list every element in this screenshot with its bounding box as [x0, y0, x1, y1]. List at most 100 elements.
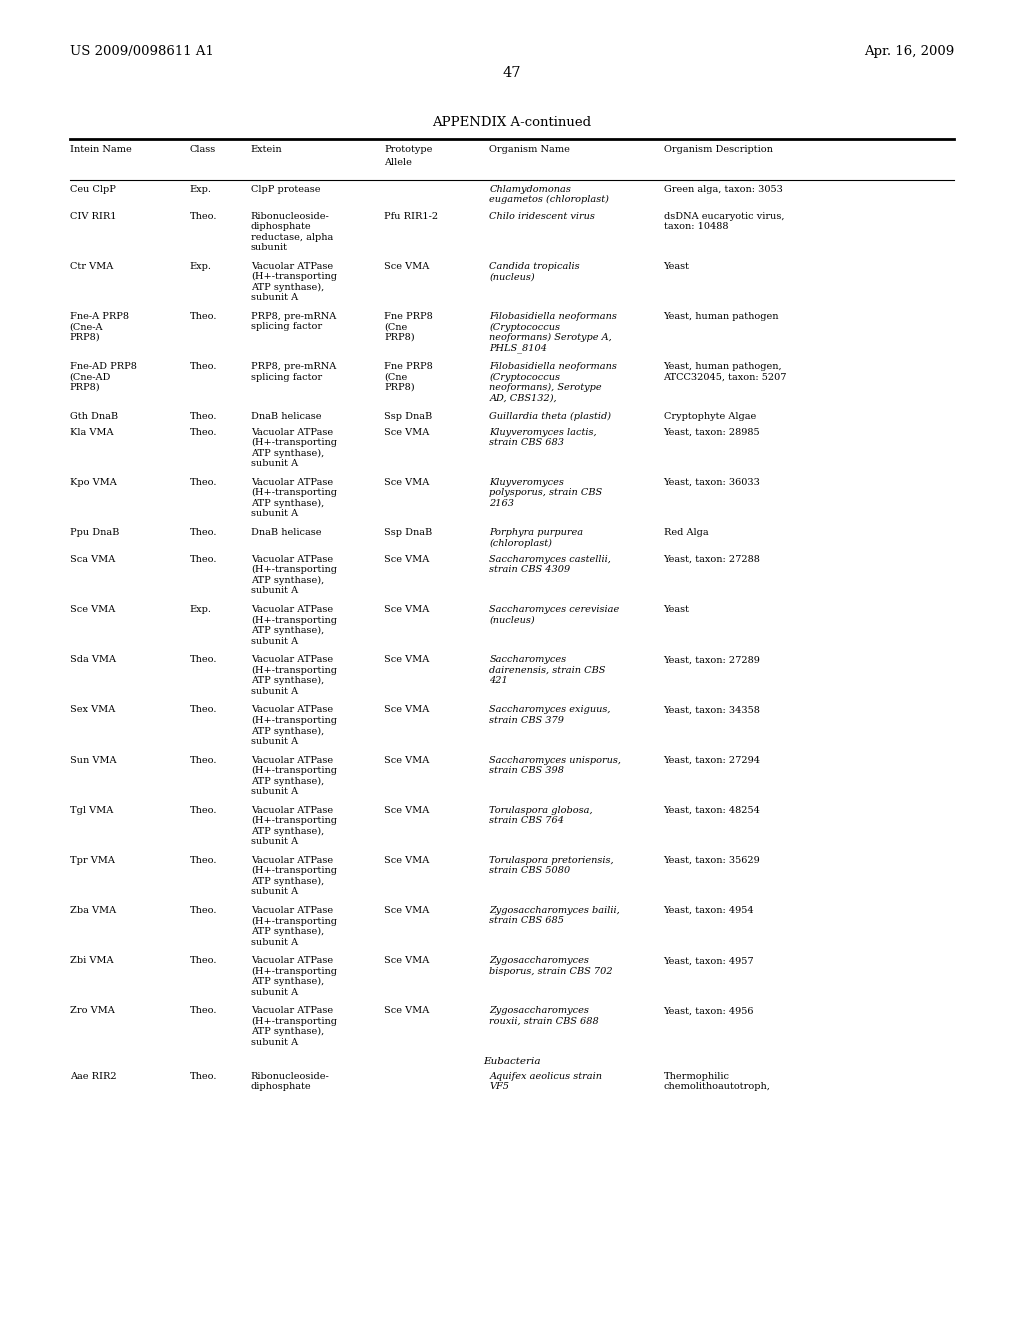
Text: Fne PRP8
(Cne
PRP8): Fne PRP8 (Cne PRP8)	[384, 362, 433, 392]
Text: Exp.: Exp.	[189, 605, 211, 614]
Text: Vacuolar ATPase
(H+-transporting
ATP synthase),
subunit A: Vacuolar ATPase (H+-transporting ATP syn…	[251, 1006, 337, 1047]
Text: Theo.: Theo.	[189, 755, 217, 764]
Text: Fne PRP8
(Cne
PRP8): Fne PRP8 (Cne PRP8)	[384, 312, 433, 342]
Text: Vacuolar ATPase
(H+-transporting
ATP synthase),
subunit A: Vacuolar ATPase (H+-transporting ATP syn…	[251, 478, 337, 519]
Text: Zba VMA: Zba VMA	[70, 906, 116, 915]
Text: Exp.: Exp.	[189, 185, 211, 194]
Text: Gth DnaB: Gth DnaB	[70, 412, 118, 421]
Text: 47: 47	[503, 66, 521, 81]
Text: dsDNA eucaryotic virus,
taxon: 10488: dsDNA eucaryotic virus, taxon: 10488	[664, 211, 784, 231]
Text: Organism Name: Organism Name	[489, 145, 570, 154]
Text: Pfu RIR1-2: Pfu RIR1-2	[384, 211, 438, 220]
Text: Ribonucleoside-
diphosphate
reductase, alpha
subunit: Ribonucleoside- diphosphate reductase, a…	[251, 211, 333, 252]
Text: Sce VMA: Sce VMA	[384, 428, 429, 437]
Text: Intein Name: Intein Name	[70, 145, 131, 154]
Text: Yeast, taxon: 48254: Yeast, taxon: 48254	[664, 805, 761, 814]
Text: Theo.: Theo.	[189, 956, 217, 965]
Text: Theo.: Theo.	[189, 705, 217, 714]
Text: Sun VMA: Sun VMA	[70, 755, 116, 764]
Text: DnaB helicase: DnaB helicase	[251, 528, 322, 537]
Text: Sce VMA: Sce VMA	[384, 1006, 429, 1015]
Text: Yeast, taxon: 27288: Yeast, taxon: 27288	[664, 554, 761, 564]
Text: Allele: Allele	[384, 158, 412, 168]
Text: Yeast: Yeast	[664, 261, 689, 271]
Text: Vacuolar ATPase
(H+-transporting
ATP synthase),
subunit A: Vacuolar ATPase (H+-transporting ATP syn…	[251, 805, 337, 846]
Text: Theo.: Theo.	[189, 554, 217, 564]
Text: Yeast, taxon: 28985: Yeast, taxon: 28985	[664, 428, 760, 437]
Text: Theo.: Theo.	[189, 655, 217, 664]
Text: Yeast, human pathogen,
ATCC32045, taxon: 5207: Yeast, human pathogen, ATCC32045, taxon:…	[664, 362, 787, 381]
Text: Yeast, taxon: 4956: Yeast, taxon: 4956	[664, 1006, 754, 1015]
Text: Vacuolar ATPase
(H+-transporting
ATP synthase),
subunit A: Vacuolar ATPase (H+-transporting ATP syn…	[251, 261, 337, 302]
Text: Yeast, taxon: 27294: Yeast, taxon: 27294	[664, 755, 761, 764]
Text: Sce VMA: Sce VMA	[384, 261, 429, 271]
Text: Zygosaccharomyces
rouxii, strain CBS 688: Zygosaccharomyces rouxii, strain CBS 688	[489, 1006, 599, 1026]
Text: Yeast, taxon: 35629: Yeast, taxon: 35629	[664, 855, 760, 865]
Text: Theo.: Theo.	[189, 312, 217, 321]
Text: Green alga, taxon: 3053: Green alga, taxon: 3053	[664, 185, 782, 194]
Text: Torulaspora globosa,
strain CBS 764: Torulaspora globosa, strain CBS 764	[489, 805, 593, 825]
Text: Saccharomyces
dairenensis, strain CBS
421: Saccharomyces dairenensis, strain CBS 42…	[489, 655, 606, 685]
Text: Sex VMA: Sex VMA	[70, 705, 115, 714]
Text: Sce VMA: Sce VMA	[384, 855, 429, 865]
Text: Apr. 16, 2009: Apr. 16, 2009	[864, 45, 954, 58]
Text: Aquifex aeolicus strain
VF5: Aquifex aeolicus strain VF5	[489, 1072, 602, 1092]
Text: Fne-A PRP8
(Cne-A
PRP8): Fne-A PRP8 (Cne-A PRP8)	[70, 312, 129, 342]
Text: Vacuolar ATPase
(H+-transporting
ATP synthase),
subunit A: Vacuolar ATPase (H+-transporting ATP syn…	[251, 428, 337, 469]
Text: Fne-AD PRP8
(Cne-AD
PRP8): Fne-AD PRP8 (Cne-AD PRP8)	[70, 362, 136, 392]
Text: Red Alga: Red Alga	[664, 528, 709, 537]
Text: Sce VMA: Sce VMA	[384, 755, 429, 764]
Text: PRP8, pre-mRNA
splicing factor: PRP8, pre-mRNA splicing factor	[251, 312, 336, 331]
Text: Zro VMA: Zro VMA	[70, 1006, 115, 1015]
Text: Yeast, taxon: 4957: Yeast, taxon: 4957	[664, 956, 755, 965]
Text: Extein: Extein	[251, 145, 283, 154]
Text: Kla VMA: Kla VMA	[70, 428, 113, 437]
Text: Yeast: Yeast	[664, 605, 689, 614]
Text: Candida tropicalis
(nucleus): Candida tropicalis (nucleus)	[489, 261, 581, 281]
Text: Vacuolar ATPase
(H+-transporting
ATP synthase),
subunit A: Vacuolar ATPase (H+-transporting ATP syn…	[251, 755, 337, 796]
Text: Sce VMA: Sce VMA	[384, 655, 429, 664]
Text: Organism Description: Organism Description	[664, 145, 772, 154]
Text: Ribonucleoside-
diphosphate: Ribonucleoside- diphosphate	[251, 1072, 330, 1092]
Text: Sca VMA: Sca VMA	[70, 554, 115, 564]
Text: Sce VMA: Sce VMA	[384, 906, 429, 915]
Text: Theo.: Theo.	[189, 528, 217, 537]
Text: Thermophilic
chemolithoautotroph,: Thermophilic chemolithoautotroph,	[664, 1072, 770, 1092]
Text: Vacuolar ATPase
(H+-transporting
ATP synthase),
subunit A: Vacuolar ATPase (H+-transporting ATP syn…	[251, 705, 337, 746]
Text: Sce VMA: Sce VMA	[384, 605, 429, 614]
Text: Theo.: Theo.	[189, 906, 217, 915]
Text: Yeast, taxon: 4954: Yeast, taxon: 4954	[664, 906, 755, 915]
Text: Theo.: Theo.	[189, 805, 217, 814]
Text: Kluyveromyces lactis,
strain CBS 683: Kluyveromyces lactis, strain CBS 683	[489, 428, 597, 447]
Text: Saccharomyces cerevisiae
(nucleus): Saccharomyces cerevisiae (nucleus)	[489, 605, 620, 624]
Text: Yeast, human pathogen: Yeast, human pathogen	[664, 312, 779, 321]
Text: Prototype: Prototype	[384, 145, 432, 154]
Text: ClpP protease: ClpP protease	[251, 185, 321, 194]
Text: Sce VMA: Sce VMA	[70, 605, 115, 614]
Text: Zygosaccharomyces
bisporus, strain CBS 702: Zygosaccharomyces bisporus, strain CBS 7…	[489, 956, 613, 975]
Text: Vacuolar ATPase
(H+-transporting
ATP synthase),
subunit A: Vacuolar ATPase (H+-transporting ATP syn…	[251, 655, 337, 696]
Text: Kluyveromyces
polysporus, strain CBS
2163: Kluyveromyces polysporus, strain CBS 216…	[489, 478, 602, 508]
Text: Guillardia theta (plastid): Guillardia theta (plastid)	[489, 412, 611, 421]
Text: Ssp DnaB: Ssp DnaB	[384, 528, 432, 537]
Text: Vacuolar ATPase
(H+-transporting
ATP synthase),
subunit A: Vacuolar ATPase (H+-transporting ATP syn…	[251, 956, 337, 997]
Text: Theo.: Theo.	[189, 1006, 217, 1015]
Text: Zbi VMA: Zbi VMA	[70, 956, 113, 965]
Text: Ppu DnaB: Ppu DnaB	[70, 528, 119, 537]
Text: Exp.: Exp.	[189, 261, 211, 271]
Text: US 2009/0098611 A1: US 2009/0098611 A1	[70, 45, 214, 58]
Text: Saccharomyces unisporus,
strain CBS 398: Saccharomyces unisporus, strain CBS 398	[489, 755, 622, 775]
Text: PRP8, pre-mRNA
splicing factor: PRP8, pre-mRNA splicing factor	[251, 362, 336, 381]
Text: Ctr VMA: Ctr VMA	[70, 261, 113, 271]
Text: Sce VMA: Sce VMA	[384, 478, 429, 487]
Text: Class: Class	[189, 145, 216, 154]
Text: Filobasidiella neoformans
(Cryptococcus
neoformans), Serotype
AD, CBS132),: Filobasidiella neoformans (Cryptococcus …	[489, 362, 617, 403]
Text: Sda VMA: Sda VMA	[70, 655, 116, 664]
Text: Porphyra purpurea
(chloroplast): Porphyra purpurea (chloroplast)	[489, 528, 584, 548]
Text: Yeast, taxon: 36033: Yeast, taxon: 36033	[664, 478, 761, 487]
Text: Theo.: Theo.	[189, 362, 217, 371]
Text: Theo.: Theo.	[189, 211, 217, 220]
Text: Theo.: Theo.	[189, 1072, 217, 1081]
Text: APPENDIX A-continued: APPENDIX A-continued	[432, 116, 592, 129]
Text: DnaB helicase: DnaB helicase	[251, 412, 322, 421]
